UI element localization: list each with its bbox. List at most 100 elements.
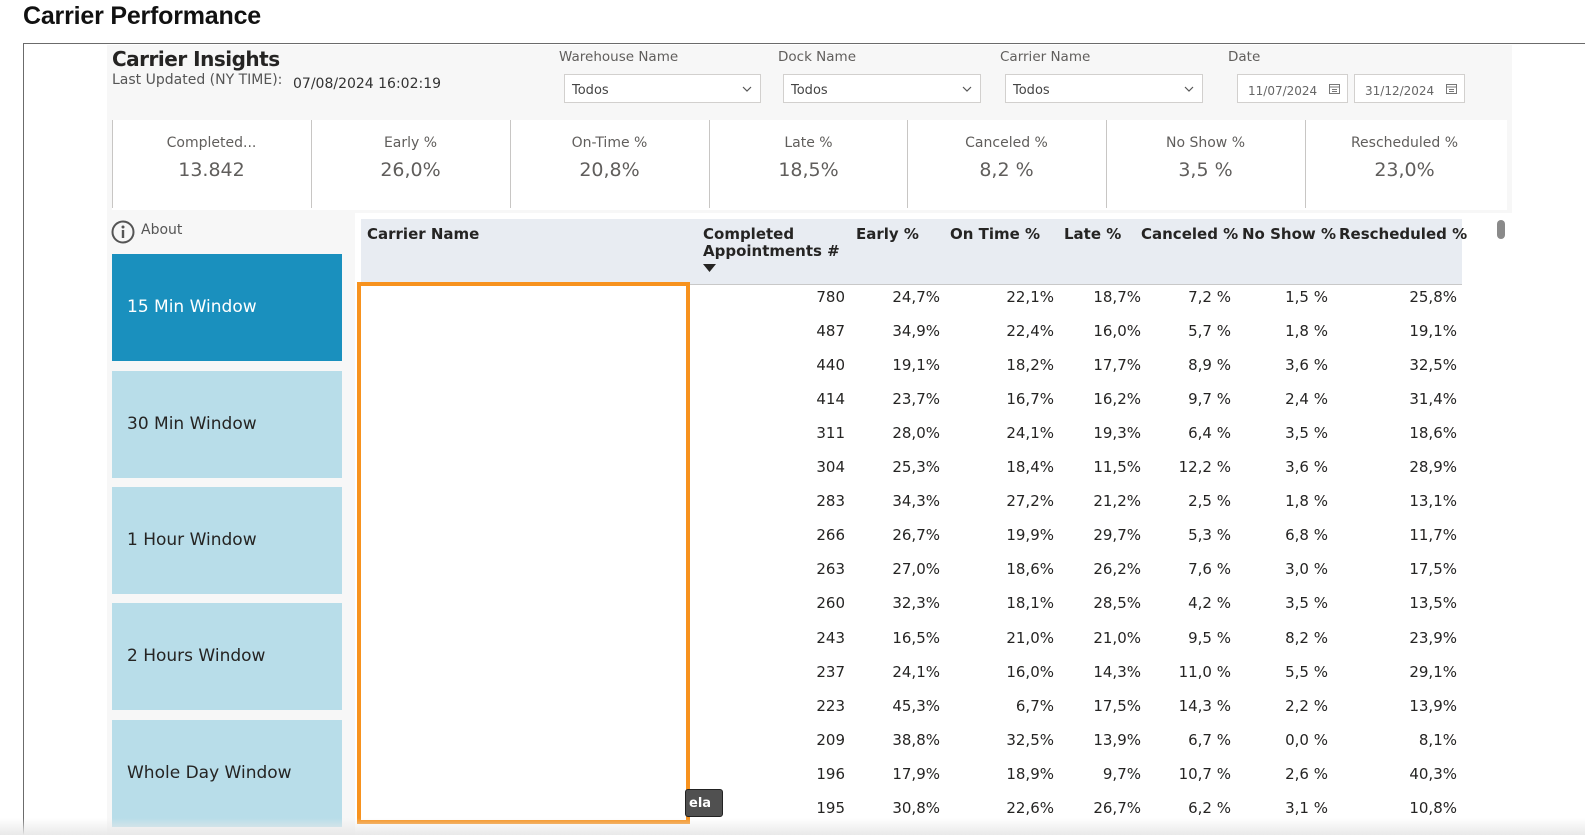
table-cell: 14,3 % (1178, 696, 1231, 715)
kpi-value: 23,0% (1374, 159, 1435, 181)
table-row[interactable]: 283 34,3% 27,2% 21,2% 2,5 % 1,8 % 13,1% (690, 489, 1470, 523)
table-cell: 6,8 % (1285, 526, 1328, 545)
table-cell: 14,3% (1093, 662, 1141, 681)
kpi-value: 26,0% (380, 159, 441, 181)
table-cell: 6,4 % (1188, 424, 1231, 443)
sort-descending-icon[interactable] (703, 264, 716, 272)
table-row[interactable]: 487 34,9% 22,4% 16,0% 5,7 % 1,8 % 19,1% (690, 319, 1470, 353)
table-cell: 11,0 % (1178, 662, 1231, 681)
table-cell: 24,1% (1006, 424, 1054, 443)
table-cell: 16,2% (1093, 390, 1141, 409)
table-cell: 2,2 % (1285, 696, 1328, 715)
date-to-input[interactable]: 31/12/2024 (1354, 74, 1465, 103)
window-button-whole-day[interactable]: Whole Day Window (112, 720, 342, 827)
table-cell: 18,7% (1093, 288, 1141, 306)
table-cell: 21,0% (1093, 628, 1141, 647)
table-cell: 10,8% (1409, 798, 1457, 817)
table-cell: 27,0% (892, 560, 940, 579)
table-cell: 32,5% (1006, 730, 1054, 749)
date-to-value: 31/12/2024 (1365, 84, 1435, 98)
table-cell: 22,1% (1006, 288, 1054, 306)
window-button-1-hour[interactable]: 1 Hour Window (112, 487, 342, 594)
kpi-label: No Show % (1165, 135, 1246, 151)
table-cell: 8,2 % (1285, 628, 1328, 647)
col-header-ontime[interactable]: On Time % (950, 225, 1041, 243)
table-row[interactable]: 266 26,7% 19,9% 29,7% 5,3 % 6,8 % 11,7% (690, 523, 1470, 557)
carrier-dropdown[interactable]: Todos (1005, 74, 1203, 103)
date-filter-label: Date (1228, 49, 1261, 65)
table-cell: 3,6 % (1285, 458, 1328, 477)
table-cell: 5,3 % (1188, 526, 1231, 545)
table-cell: 4,2 % (1188, 594, 1231, 613)
table-cell: 22,6% (1006, 798, 1054, 817)
table-cell: 9,7% (1102, 764, 1141, 783)
table-row[interactable]: 260 32,3% 18,1% 28,5% 4,2 % 3,5 % 13,5% (690, 591, 1470, 625)
col-header-late[interactable]: Late % (1064, 225, 1122, 243)
col-header-completed[interactable]: Completed Appointments # (703, 226, 840, 260)
table-cell: 26,7% (892, 526, 940, 545)
kpi-card-noshow: No Show % 3,5 % (1106, 120, 1304, 208)
table-cell: 40,3% (1409, 764, 1457, 783)
last-updated-value: 07/08/2024 16:02:19 (293, 76, 442, 92)
table-cell: 18,4% (1006, 458, 1054, 477)
kpi-label: Early % (383, 135, 438, 151)
table-cell: 18,9% (1006, 764, 1054, 783)
table-cell: 26,7% (1093, 798, 1141, 817)
table-row[interactable]: 243 16,5% 21,0% 21,0% 9,5 % 8,2 % 23,9% (690, 626, 1470, 660)
table-cell: 16,0% (1006, 662, 1054, 681)
table-cell: 3,1 % (1285, 798, 1328, 817)
header-divider (361, 284, 1462, 285)
table-cell: 9,7 % (1188, 390, 1231, 409)
table-row[interactable]: 196 17,9% 18,9% 9,7% 10,7 % 2,6 % 40,3% (690, 762, 1470, 796)
table-row[interactable]: 304 25,3% 18,4% 11,5% 12,2 % 3,6 % 28,9% (690, 455, 1470, 489)
warehouse-dropdown[interactable]: Todos (564, 74, 761, 103)
chevron-down-icon (1184, 86, 1194, 92)
table-row[interactable]: 414 23,7% 16,7% 16,2% 9,7 % 2,4 % 31,4% (690, 387, 1470, 421)
kpi-label: On-Time % (571, 135, 648, 151)
carrier-dropdown-value: Todos (1013, 83, 1050, 98)
window-button-30-min[interactable]: 30 Min Window (112, 371, 342, 478)
table-cell: 223 (816, 696, 845, 715)
dock-dropdown[interactable]: Todos (783, 74, 981, 103)
table-row[interactable]: 237 24,1% 16,0% 14,3% 11,0 % 5,5 % 29,1% (690, 660, 1470, 694)
table-row[interactable]: 195 30,8% 22,6% 26,7% 6,2 % 3,1 % 10,8% (690, 796, 1470, 830)
table-row[interactable]: 311 28,0% 24,1% 19,3% 6,4 % 3,5 % 18,6% (690, 421, 1470, 455)
col-header-rescheduled[interactable]: Rescheduled % (1339, 225, 1468, 243)
table-cell: 45,3% (892, 696, 940, 715)
table-cell: 16,7% (1006, 390, 1054, 409)
kpi-card-completed: Completed... 13.842 (112, 120, 310, 208)
col-header-carrier-name[interactable]: Carrier Name (367, 225, 480, 243)
table-row[interactable]: 223 45,3% 6,7% 17,5% 14,3 % 2,2 % 13,9% (690, 694, 1470, 728)
carrier-name-highlight-box (357, 282, 690, 824)
col-header-canceled[interactable]: Canceled % (1141, 225, 1239, 243)
table-header (361, 219, 1462, 285)
date-from-input[interactable]: 11/07/2024 (1237, 74, 1348, 103)
table-cell: 3,5 % (1285, 594, 1328, 613)
table-cell: 304 (816, 458, 845, 477)
table-cell: 21,0% (1006, 628, 1054, 647)
table-cell: 19,1% (892, 356, 940, 375)
window-button-15-min[interactable]: 15 Min Window (112, 254, 342, 361)
dock-filter-label: Dock Name (778, 49, 857, 65)
table-row[interactable]: 209 38,8% 32,5% 13,9% 6,7 % 0,0 % 8,1% (690, 728, 1470, 762)
table-cell: 13,9% (1093, 730, 1141, 749)
calendar-icon[interactable] (1329, 83, 1340, 94)
col-header-early[interactable]: Early % (856, 225, 919, 243)
col-header-noshow[interactable]: No Show % (1242, 225, 1336, 243)
dock-dropdown-value: Todos (791, 83, 828, 98)
table-cell: 19,9% (1006, 526, 1054, 545)
tooltip: ela (685, 789, 723, 817)
table-cell: 266 (816, 526, 845, 545)
window-button-2-hours[interactable]: 2 Hours Window (112, 603, 342, 710)
table-cell: 19,3% (1093, 424, 1141, 443)
table-scrollbar[interactable] (1497, 220, 1505, 239)
table-row[interactable]: 263 27,0% 18,6% 26,2% 7,6 % 3,0 % 17,5% (690, 557, 1470, 591)
kpi-value: 20,8% (579, 159, 640, 181)
table-cell: 27,2% (1006, 492, 1054, 511)
table-row[interactable]: 440 19,1% 18,2% 17,7% 8,9 % 3,6 % 32,5% (690, 353, 1470, 387)
table-row[interactable]: 780 24,7% 22,1% 18,7% 7,2 % 1,5 % 25,8% (690, 285, 1470, 319)
table-cell: 3,5 % (1285, 424, 1328, 443)
table-cell: 21,2% (1093, 492, 1141, 511)
kpi-value: 18,5% (778, 159, 839, 181)
calendar-icon[interactable] (1446, 83, 1457, 94)
